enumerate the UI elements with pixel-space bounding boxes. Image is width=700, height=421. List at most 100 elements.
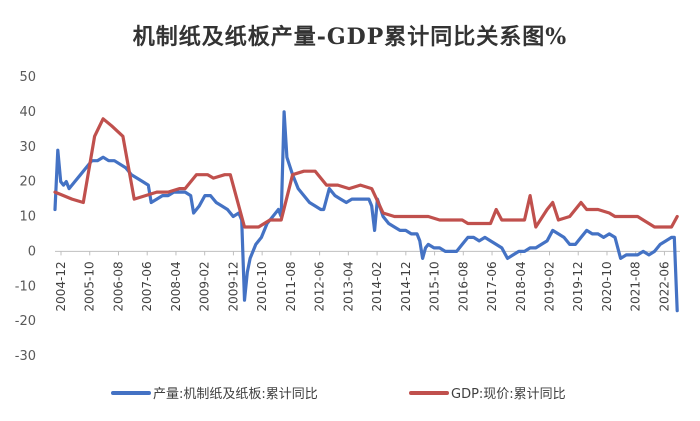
data-point xyxy=(404,215,407,218)
data-point xyxy=(373,229,376,232)
data-point xyxy=(370,204,373,208)
y-tick-label: 40 xyxy=(19,105,36,120)
y-axis: 50 40 30 20 10 0 -10 -20 -30 xyxy=(15,70,36,364)
data-point xyxy=(381,211,385,215)
data-point xyxy=(178,190,181,194)
data-point xyxy=(183,187,187,190)
data-point xyxy=(562,236,566,239)
data-point xyxy=(424,246,427,250)
data-point xyxy=(350,197,354,201)
data-point xyxy=(198,204,201,208)
data-point xyxy=(79,173,82,176)
data-point xyxy=(630,253,634,257)
x-tick-label: 2014-12 xyxy=(399,261,413,311)
data-point xyxy=(226,208,229,211)
data-point xyxy=(308,201,311,204)
data-point xyxy=(613,236,617,239)
x-tick-label: 2013-04 xyxy=(341,261,355,311)
data-point xyxy=(124,166,127,169)
data-point xyxy=(141,180,144,183)
data-point xyxy=(647,253,651,257)
data-point xyxy=(93,135,96,138)
x-tick-label: 2007-06 xyxy=(140,261,154,311)
data-point xyxy=(393,215,396,218)
series-0 xyxy=(53,110,679,313)
data-point xyxy=(135,176,139,180)
data-point xyxy=(73,180,77,183)
data-point xyxy=(602,236,605,239)
data-point xyxy=(155,197,158,201)
data-point xyxy=(415,215,419,218)
data-point xyxy=(472,236,475,239)
y-tick-label: 50 xyxy=(19,70,36,85)
data-point xyxy=(53,208,57,211)
data-point xyxy=(220,204,224,208)
data-point xyxy=(455,250,458,253)
data-point xyxy=(166,194,170,197)
x-tick-label: 2019-12 xyxy=(571,261,585,311)
data-point xyxy=(277,208,280,211)
y-tick-label: 0 xyxy=(28,244,36,259)
data-point xyxy=(653,225,656,229)
data-point xyxy=(528,246,532,250)
data-point xyxy=(189,194,192,197)
data-point xyxy=(585,229,588,232)
data-point xyxy=(449,218,453,222)
x-tick-label: 2021-08 xyxy=(629,261,643,311)
data-point xyxy=(574,243,577,246)
data-point xyxy=(659,243,662,246)
data-point xyxy=(297,187,300,190)
data-point xyxy=(328,187,331,190)
data-point xyxy=(568,243,571,246)
data-point xyxy=(65,180,68,183)
data-point xyxy=(545,208,549,211)
series-line-1 xyxy=(53,117,679,229)
y-tick-label: -20 xyxy=(15,314,36,329)
data-point xyxy=(314,170,317,173)
data-point xyxy=(166,190,170,194)
y-tick-label: 20 xyxy=(19,175,36,190)
data-point xyxy=(579,236,583,239)
data-point xyxy=(314,204,317,208)
x-tick-label: 2005-10 xyxy=(83,261,97,311)
data-point xyxy=(461,218,464,222)
data-point xyxy=(370,187,373,190)
x-tick-label: 2009-12 xyxy=(226,261,240,311)
data-point xyxy=(96,159,99,162)
data-point xyxy=(243,225,246,229)
data-point xyxy=(557,232,560,236)
data-point xyxy=(62,183,65,187)
data-point xyxy=(647,222,651,225)
data-point xyxy=(489,222,492,225)
data-point xyxy=(579,201,583,204)
data-point xyxy=(243,299,246,302)
data-point xyxy=(619,257,622,260)
x-axis: 2004-12 2005-10 2006-08 2007-06 2008-04 2009-… xyxy=(54,250,680,312)
data-point xyxy=(215,201,218,204)
data-point xyxy=(280,218,283,222)
data-point xyxy=(359,183,362,187)
data-point xyxy=(398,229,402,232)
data-point xyxy=(500,246,503,250)
data-point xyxy=(291,173,294,176)
data-point xyxy=(466,236,470,239)
data-point xyxy=(438,246,441,250)
data-point xyxy=(229,173,232,176)
legend-label-production: 产量:机制纸及纸板:累计同比 xyxy=(153,387,318,402)
series-1 xyxy=(53,117,679,229)
data-point xyxy=(53,190,57,194)
y-tick-label: 10 xyxy=(19,210,36,225)
data-point xyxy=(534,246,537,250)
data-point xyxy=(664,239,668,243)
data-point xyxy=(356,197,359,201)
data-point xyxy=(212,176,215,180)
data-point xyxy=(150,201,153,204)
data-point xyxy=(319,208,322,211)
data-point xyxy=(461,243,464,246)
x-tick-label: 2015-10 xyxy=(428,261,442,311)
data-point xyxy=(642,218,645,222)
data-point xyxy=(478,222,481,225)
data-point xyxy=(511,253,515,257)
data-point xyxy=(557,218,560,222)
